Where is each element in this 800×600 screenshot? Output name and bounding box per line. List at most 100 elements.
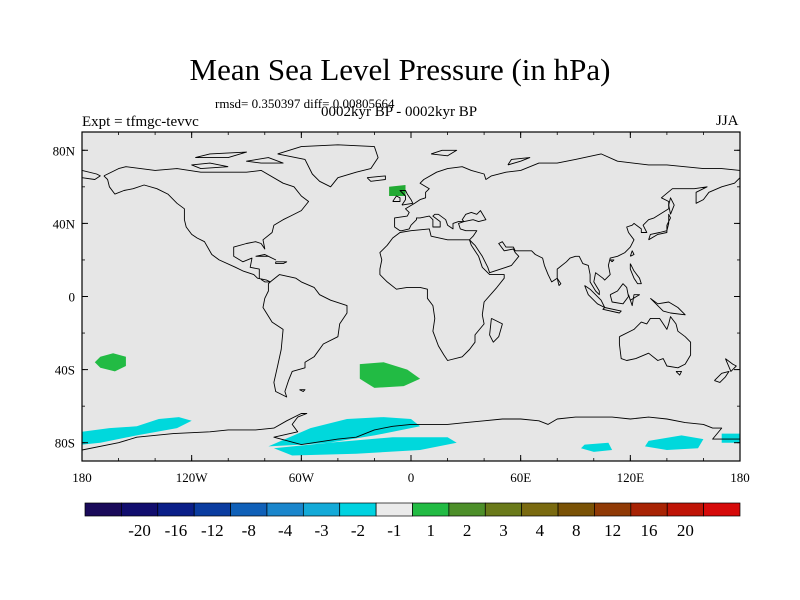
coastline-segment — [675, 370, 682, 376]
colorbar-label: -12 — [201, 521, 224, 540]
anomaly-region-weddell-negative — [273, 437, 457, 456]
coastline-segment — [366, 175, 386, 182]
colorbar-label: -1 — [387, 521, 401, 540]
longitude-axis: 180 120W 60W 0 60E 120E 180 — [72, 132, 750, 485]
anomaly-region-pacific-antarctic-negative — [82, 417, 192, 445]
colorbar-label: -20 — [128, 521, 151, 540]
coastline-segment — [399, 190, 414, 206]
coastline-segment — [103, 166, 310, 283]
rmsd-diff-stats: rmsd= 0.350397 diff= 0.00805664 — [215, 96, 395, 111]
coastline-segment — [668, 197, 675, 215]
coastline-segment — [507, 157, 531, 166]
coastline-segment — [246, 157, 284, 164]
lon-tick-label: 180 — [72, 470, 92, 485]
anomaly-region-atlantic-antarctic-negative — [268, 417, 421, 447]
map-background — [82, 132, 740, 461]
anomaly-region-east-antarctic-negative-2 — [645, 435, 704, 450]
coastline-segment — [648, 213, 671, 241]
lon-tick-label: 120W — [176, 470, 209, 485]
colorbar-swatch — [594, 502, 632, 517]
coastline-segment — [609, 259, 615, 263]
colorbar-swatch — [230, 502, 268, 517]
colorbar-label: -2 — [351, 521, 365, 540]
coastline-segment — [277, 144, 379, 188]
coastline-segment — [255, 254, 277, 261]
colorbar-swatch — [630, 502, 668, 517]
map-title: Mean Sea Level Pressure (in hPa) — [189, 52, 611, 87]
period-label: 0002kyr BP - 0002kyr BP — [321, 104, 478, 120]
coastline-segment — [262, 274, 348, 398]
coastline-segment — [394, 153, 740, 232]
coastline-segment — [430, 149, 458, 157]
lon-tick-label: 0 — [408, 470, 415, 485]
anomaly-region-north-sea-positive — [389, 185, 406, 196]
coastline-segment — [602, 307, 622, 314]
coastline-segment — [609, 283, 629, 305]
colorbar-label: 2 — [463, 521, 472, 540]
colorbar-swatch — [448, 502, 486, 517]
coastline-segment — [379, 228, 505, 361]
colorbar-swatch — [557, 502, 595, 517]
colorbar: -20 -16 -12 -8 -4 -3 -2 -1 1 2 3 4 8 12 16 20 — [84, 502, 741, 540]
colorbar-label: 12 — [604, 521, 621, 540]
coastline-segment — [400, 177, 740, 296]
colorbar-swatch — [193, 502, 231, 517]
lon-tick-label: 60E — [510, 470, 531, 485]
lon-tick-label: 180 — [730, 470, 750, 485]
colorbar-swatch — [266, 502, 304, 517]
anomaly-region-south-pacific-positive — [94, 353, 126, 372]
colorbar-swatch — [521, 502, 559, 517]
colorbar-swatch — [375, 502, 413, 517]
coastline-segment — [629, 250, 635, 257]
lat-tick-label: 80S — [55, 436, 75, 451]
colorbar-swatch — [339, 502, 377, 517]
coastline-segment — [275, 261, 288, 265]
lat-tick-label: 0 — [69, 290, 76, 305]
coastline-segment — [82, 413, 740, 451]
anomaly-region-south-atlantic-positive — [359, 362, 421, 388]
anomaly-region-ross-sea-negative — [721, 433, 740, 443]
colorbar-swatch — [484, 502, 523, 517]
coastline-segment — [724, 358, 737, 372]
latitude-axis: 80N 40N 0 40S 80S — [53, 143, 740, 451]
coastlines — [82, 144, 740, 451]
experiment-label: Expt = tfmgc-tevvc — [82, 114, 199, 130]
coastline-segment — [392, 195, 401, 202]
anomaly-fills — [82, 185, 740, 456]
colorbar-label: -3 — [314, 521, 328, 540]
colorbar-label: 8 — [572, 521, 581, 540]
colorbar-label: 3 — [499, 521, 508, 540]
colorbar-label: -4 — [278, 521, 293, 540]
colorbar-label: 4 — [536, 521, 545, 540]
colorbar-label: 20 — [677, 521, 694, 540]
colorbar-swatch — [84, 502, 122, 517]
colorbar-label: -8 — [242, 521, 256, 540]
lat-tick-label: 40S — [55, 363, 75, 378]
coastline-segment — [650, 297, 686, 316]
coastline-segment — [489, 317, 503, 343]
anomaly-region-east-antarctic-negative-1 — [581, 442, 613, 452]
lat-tick-label: 40N — [53, 216, 76, 231]
colorbar-label: 16 — [641, 521, 658, 540]
lat-tick-label: 80N — [53, 143, 76, 158]
coastline-segment — [629, 263, 642, 285]
coastline-segment — [195, 151, 247, 159]
colorbar-label: 1 — [426, 521, 435, 540]
lon-tick-label: 120E — [617, 470, 645, 485]
colorbar-swatch — [412, 502, 450, 517]
coastline-segment — [714, 370, 730, 383]
colorbar-swatch — [121, 502, 159, 517]
season-label: JJA — [716, 113, 739, 129]
colorbar-swatch — [703, 502, 741, 517]
coastline-segment — [191, 162, 229, 170]
coastline-segment — [628, 294, 640, 307]
colorbar-swatch — [302, 502, 341, 517]
lon-tick-label: 60W — [289, 470, 315, 485]
colorbar-label: -16 — [165, 521, 188, 540]
coastline-segment — [556, 277, 562, 286]
colorbar-swatch — [666, 502, 704, 517]
coastline-segment — [618, 316, 692, 369]
colorbar-swatch — [157, 502, 195, 517]
coastline-segment — [82, 169, 101, 180]
